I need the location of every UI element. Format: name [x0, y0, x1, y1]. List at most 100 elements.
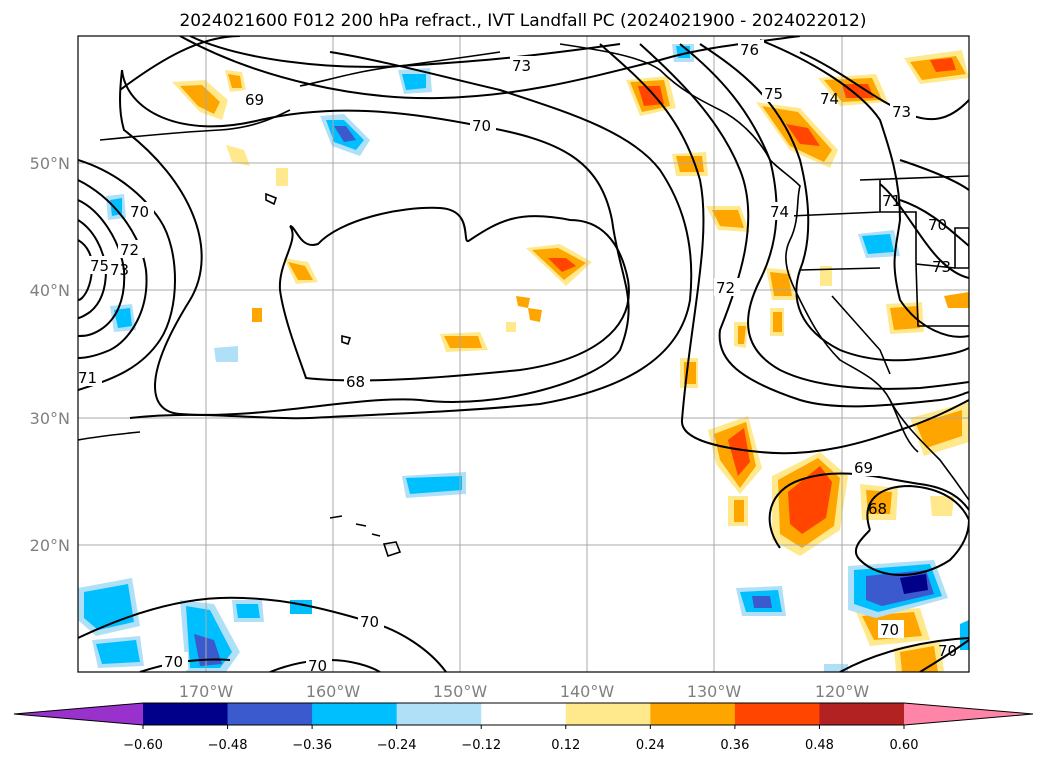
- positive-blob: [930, 58, 956, 72]
- contour-label: 74: [770, 203, 789, 221]
- lon-label: 170°W: [179, 682, 234, 701]
- negative-blob: [114, 308, 132, 328]
- lon-label: 120°W: [815, 682, 870, 701]
- positive-blob: [734, 500, 744, 522]
- positive-blob: [930, 496, 954, 516]
- negative-blob: [402, 74, 426, 90]
- colorbar-tick-label: 0.36: [720, 738, 749, 753]
- negative-blob: [406, 476, 462, 494]
- contour-label: 75: [764, 85, 783, 103]
- colorbar: −0.60 −0.48 −0.36 −0.24 −0.12 0.12 0.24 0.36 0.4…: [13, 702, 1034, 753]
- contour-label: 73: [932, 258, 951, 276]
- colorbar-tick-label: 0.12: [551, 738, 580, 753]
- colorbar-swatch: [312, 703, 398, 725]
- positive-blob: [228, 74, 242, 88]
- positive-blob: [528, 308, 542, 322]
- contour-label: 70: [308, 657, 327, 675]
- positive-blob: [842, 84, 874, 98]
- contour-label: 70: [360, 613, 379, 631]
- colorbar-tick-label: −0.36: [292, 738, 332, 753]
- lon-label: 140°W: [560, 682, 615, 701]
- colorbar-tick-label: 0.60: [890, 738, 919, 753]
- positive-blob: [916, 410, 962, 448]
- contour-label: 70: [928, 216, 947, 234]
- contour-label: 68: [868, 500, 887, 518]
- positive-blob: [506, 322, 516, 332]
- colorbar-extend-high: [904, 703, 1033, 725]
- negative-blob: [194, 634, 222, 666]
- colorbar-swatch: [227, 703, 313, 725]
- contour-label: 70: [130, 203, 149, 221]
- colorbar-swatch: [565, 703, 651, 725]
- colorbar-extend-low: [14, 703, 143, 725]
- lon-label: 130°W: [687, 682, 742, 701]
- colorbar-tick-label: −0.48: [208, 738, 248, 753]
- lat-label: 50°N: [30, 154, 70, 173]
- negative-blob: [900, 574, 928, 594]
- contour-label: 73: [892, 103, 911, 121]
- positive-blob: [180, 85, 220, 114]
- positive-blob: [548, 258, 576, 272]
- negative-blob: [96, 640, 140, 664]
- negative-blob: [824, 664, 848, 672]
- map-frame: [77, 35, 970, 673]
- positive-blob: [516, 296, 530, 308]
- coastlines: [78, 43, 969, 558]
- negative-blob: [214, 346, 238, 362]
- lat-label: 30°N: [30, 409, 70, 428]
- negative-blob: [862, 234, 894, 254]
- negative-blob: [236, 604, 260, 618]
- contour-label: 69: [245, 91, 264, 109]
- colorbar-swatch: [819, 703, 905, 725]
- positive-blob: [738, 326, 746, 344]
- positive-blob: [900, 646, 938, 672]
- colorbar-tick-label: −0.24: [377, 738, 417, 753]
- positive-blob: [788, 466, 832, 534]
- contour-label: 74: [820, 90, 839, 108]
- contour-label: 73: [110, 261, 129, 279]
- positive-blob: [786, 124, 820, 146]
- positive-blob: [276, 168, 288, 186]
- colorbar-swatch: [143, 703, 229, 725]
- positive-blob: [676, 156, 704, 172]
- colorbar-tick-label: 0.48: [805, 738, 834, 753]
- ivt-contours: [78, 36, 969, 672]
- positive-blob: [866, 490, 892, 514]
- colorbar-tick-label: −0.12: [461, 738, 501, 753]
- contour-label: 70: [938, 642, 957, 660]
- latitude-labels: 50°N 40°N 30°N 20°N: [30, 154, 70, 555]
- contour-labels: 76 73 75 74 73 69 70 70 74 71 70 73 72 7…: [78, 40, 957, 675]
- negative-blob: [752, 596, 772, 608]
- negative-blob: [334, 126, 356, 142]
- lon-label: 160°W: [306, 682, 361, 701]
- positive-blob: [728, 428, 750, 476]
- positive-blob: [288, 262, 313, 280]
- positive-blob: [712, 210, 744, 228]
- contour-label: 76: [740, 41, 759, 59]
- shaded-regions: [78, 44, 969, 672]
- colorbar-swatch: [734, 703, 820, 725]
- contour-label: 71: [78, 369, 97, 387]
- contour-label: 71: [882, 192, 901, 210]
- positive-blob: [890, 306, 920, 330]
- contour-label: 68: [346, 373, 365, 391]
- colorbar-swatch: [396, 703, 482, 725]
- positive-blob: [944, 292, 969, 308]
- contour-label: 69: [854, 459, 873, 477]
- positive-blob: [638, 86, 664, 106]
- contour-label: 72: [716, 279, 735, 297]
- contour-label: 70: [164, 653, 183, 671]
- colorbar-swatch: [481, 703, 567, 725]
- contour-label: 75: [90, 257, 109, 275]
- colorbar-tick-label: 0.24: [636, 738, 665, 753]
- negative-blob: [84, 584, 134, 630]
- lon-label: 150°W: [433, 682, 488, 701]
- longitude-labels: 170°W 160°W 150°W 140°W 130°W 120°W: [179, 682, 870, 701]
- positive-blob: [444, 336, 482, 348]
- positive-blob: [773, 312, 782, 332]
- contour-label: 72: [120, 241, 139, 259]
- contour-label: 73: [512, 57, 531, 75]
- contour-label: 70: [880, 621, 899, 639]
- positive-blob: [820, 266, 832, 286]
